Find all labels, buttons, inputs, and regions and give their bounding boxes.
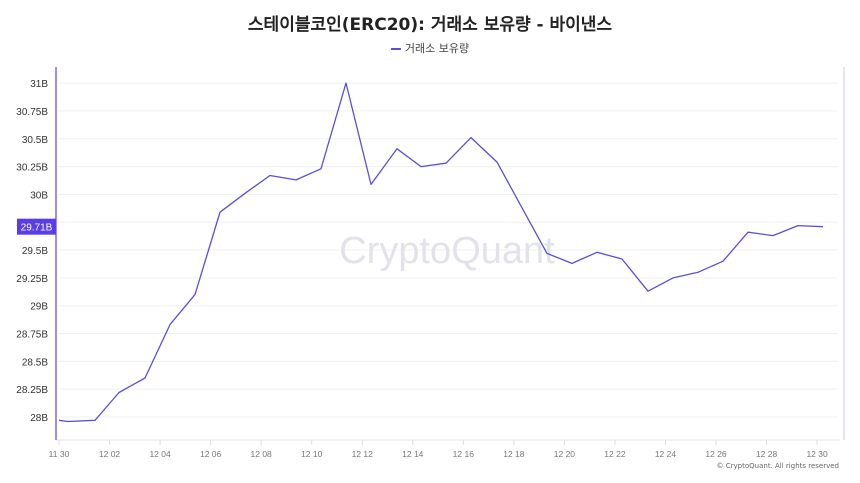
y-tick-label: 30B — [30, 190, 48, 201]
legend[interactable]: 거래소 보유량 — [0, 40, 860, 56]
legend-line-swatch-icon — [390, 48, 401, 50]
x-tick-label: 12 20 — [554, 449, 576, 459]
y-tick-label: 28.5B — [22, 357, 48, 368]
series-line[interactable] — [58, 82, 824, 423]
y-tick-label: 30.5B — [22, 135, 48, 146]
x-tick-label: 12 02 — [99, 449, 121, 459]
x-tick-label: 12 30 — [806, 449, 828, 459]
y-tick-label: 31B — [30, 79, 48, 90]
x-tick-label: 12 22 — [604, 449, 626, 459]
x-tick-label: 12 16 — [453, 449, 475, 459]
current-value-badge — [17, 218, 56, 235]
x-tick-label: 12 04 — [149, 449, 171, 459]
x-tick-label: 11 30 — [49, 449, 70, 459]
y-tick-label: 29.5B — [22, 246, 48, 257]
x-tick-label: 12 06 — [200, 449, 222, 459]
y-tick-label: 29.25B — [16, 274, 48, 285]
chart-title: 스테이블코인(ERC20): 거래소 보유량 - 바이낸스 — [247, 15, 613, 35]
x-tick-label: 12 24 — [655, 449, 677, 459]
x-tick-label: 12 26 — [705, 449, 727, 459]
x-tick-label: 12 28 — [756, 449, 778, 459]
y-tick-label: 28.75B — [16, 330, 48, 341]
y-tick-label: 28.25B — [16, 385, 48, 396]
x-tick-label: 12 10 — [301, 449, 323, 459]
y-tick-label: 30.75B — [16, 107, 48, 118]
legend-label: 거래소 보유량 — [404, 42, 470, 55]
x-tick-label: 12 08 — [251, 449, 273, 459]
current-value-label: 29.71B — [21, 223, 53, 234]
x-tick-label: 12 18 — [503, 449, 525, 459]
x-tick-label: 12 12 — [352, 449, 374, 459]
y-tick-label: 30.25B — [16, 163, 48, 174]
copyright: © CryptoQuant. All rights reserved — [716, 462, 839, 470]
x-tick-label: 12 14 — [402, 449, 424, 459]
watermark: CryptoQuant — [339, 230, 555, 272]
y-tick-label: 29B — [30, 302, 48, 313]
y-tick-label: 28B — [30, 413, 48, 424]
